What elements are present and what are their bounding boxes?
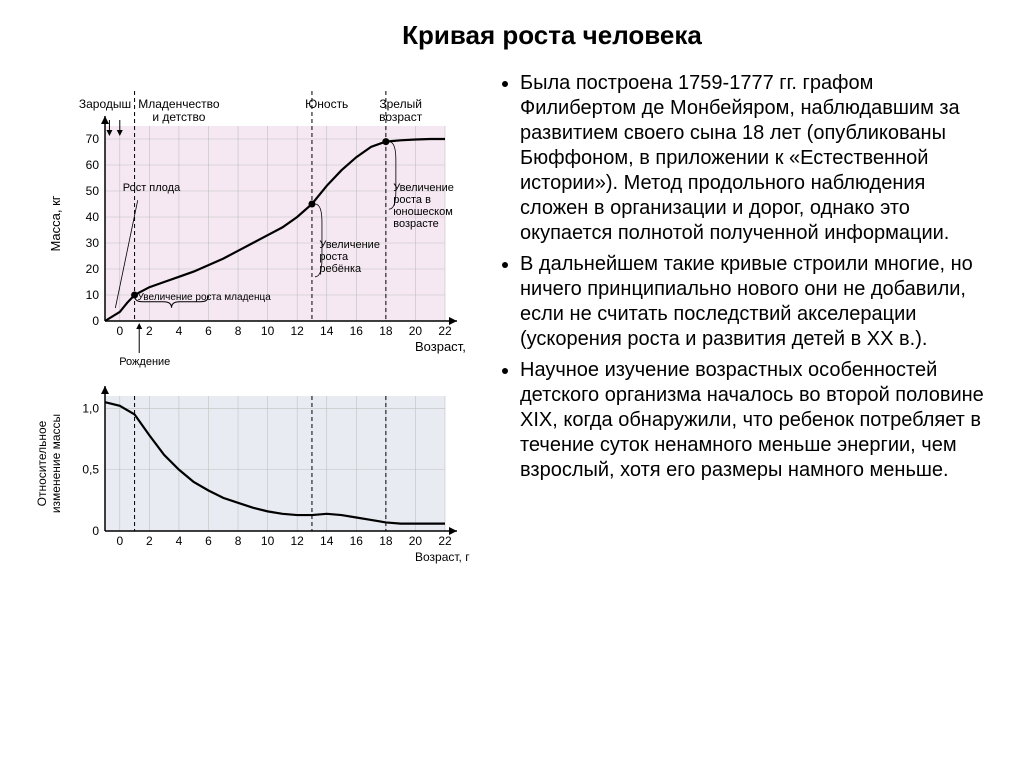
svg-text:0: 0	[116, 324, 123, 338]
svg-text:16: 16	[350, 534, 364, 548]
bullet-item: В дальнейшем такие кривые строили многие…	[520, 252, 994, 352]
svg-text:возрасте: возрасте	[393, 218, 439, 230]
svg-text:20: 20	[409, 534, 423, 548]
svg-text:Юность: Юность	[305, 97, 348, 111]
svg-text:14: 14	[320, 534, 334, 548]
svg-text:Масса, кг: Масса, кг	[48, 195, 63, 251]
svg-text:4: 4	[176, 324, 183, 338]
svg-text:роста в: роста в	[393, 194, 431, 206]
svg-text:Зрелый: Зрелый	[379, 97, 422, 111]
svg-text:2: 2	[146, 324, 153, 338]
svg-text:изменение массы: изменение массы	[49, 414, 63, 513]
svg-text:8: 8	[235, 324, 242, 338]
svg-text:20: 20	[409, 324, 423, 338]
svg-text:50: 50	[86, 184, 100, 198]
svg-text:40: 40	[86, 210, 100, 224]
svg-text:18: 18	[379, 534, 393, 548]
svg-text:16: 16	[350, 324, 364, 338]
svg-text:Возраст, годы: Возраст, годы	[415, 339, 470, 354]
svg-text:12: 12	[290, 324, 304, 338]
svg-text:юношеском: юношеском	[393, 206, 453, 218]
svg-text:10: 10	[261, 534, 275, 548]
svg-text:0,5: 0,5	[82, 463, 99, 477]
svg-text:60: 60	[86, 158, 100, 172]
svg-text:30: 30	[86, 236, 100, 250]
bullet-item: Научное изучение возрастных особенностей…	[520, 358, 994, 483]
svg-text:Младенчество: Младенчество	[138, 97, 220, 111]
charts-column: 0246810121416182022010203040506070Возрас…	[30, 71, 470, 581]
svg-text:Относительное: Относительное	[35, 420, 49, 506]
svg-text:18: 18	[379, 324, 393, 338]
svg-text:6: 6	[205, 534, 212, 548]
svg-text:0: 0	[116, 534, 123, 548]
svg-text:14: 14	[320, 324, 334, 338]
svg-text:8: 8	[235, 534, 242, 548]
svg-text:ребёнка: ребёнка	[319, 263, 362, 275]
growth-curve-chart: 0 2 4 6 8 10 12 14 16 18 20 22 0 10 20 30 40 50 60 70 Возрас…	[30, 81, 470, 381]
svg-text:22: 22	[438, 324, 452, 338]
svg-text:12: 12	[290, 534, 304, 548]
svg-text:возраст: возраст	[379, 110, 423, 124]
svg-text:роста: роста	[319, 251, 349, 263]
svg-text:Рост плода: Рост плода	[123, 182, 181, 194]
svg-text:Увеличение: Увеличение	[319, 239, 380, 251]
svg-text:4: 4	[176, 534, 183, 548]
svg-text:10: 10	[86, 288, 100, 302]
svg-text:70: 70	[86, 132, 100, 146]
svg-text:0: 0	[92, 524, 99, 538]
bullet-item: Была построена 1759-1777 гг. графом Фили…	[520, 71, 994, 246]
text-column: Была построена 1759-1777 гг. графом Фили…	[495, 71, 994, 581]
svg-text:10: 10	[261, 324, 275, 338]
bullet-list: Была построена 1759-1777 гг. графом Фили…	[495, 71, 994, 483]
svg-text:Возраст, годы: Возраст, годы	[415, 550, 470, 564]
svg-text:20: 20	[86, 262, 100, 276]
content: 0246810121416182022010203040506070Возрас…	[30, 71, 994, 581]
svg-text:Зародыш: Зародыш	[79, 97, 131, 111]
svg-text:6: 6	[205, 324, 212, 338]
relative-mass-change-chart: 0 2 4 6 8 10 12 14 16 18 20 22 0 0,5 1,0 Возраст, годы О…	[30, 381, 470, 581]
svg-text:Увеличение: Увеличение	[393, 182, 454, 194]
svg-text:2: 2	[146, 534, 153, 548]
svg-text:1,0: 1,0	[82, 401, 99, 415]
svg-text:Рождение: Рождение	[119, 356, 170, 368]
svg-text:22: 22	[438, 534, 452, 548]
svg-text:0: 0	[92, 314, 99, 328]
svg-text:и детство: и детство	[152, 110, 205, 124]
page-title: Кривая роста человека	[110, 20, 994, 51]
